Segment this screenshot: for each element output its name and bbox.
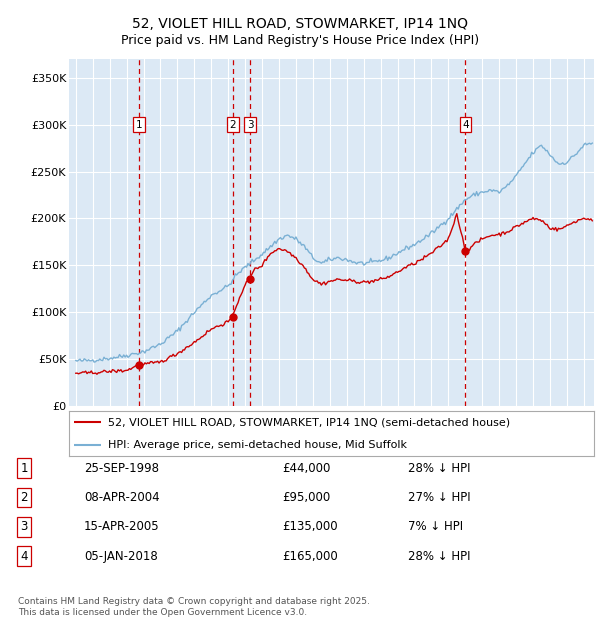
Text: 1: 1 [136, 120, 142, 130]
Text: 08-APR-2004: 08-APR-2004 [84, 491, 160, 504]
Text: 2: 2 [229, 120, 236, 130]
Text: £95,000: £95,000 [282, 491, 330, 504]
Text: 4: 4 [462, 120, 469, 130]
Text: Contains HM Land Registry data © Crown copyright and database right 2025.
This d: Contains HM Land Registry data © Crown c… [18, 598, 370, 617]
Text: 7% ↓ HPI: 7% ↓ HPI [408, 520, 463, 533]
Text: 1: 1 [20, 462, 28, 475]
Text: 05-JAN-2018: 05-JAN-2018 [84, 549, 158, 562]
Text: £135,000: £135,000 [282, 520, 338, 533]
Text: 52, VIOLET HILL ROAD, STOWMARKET, IP14 1NQ (semi-detached house): 52, VIOLET HILL ROAD, STOWMARKET, IP14 1… [109, 417, 511, 427]
Text: 27% ↓ HPI: 27% ↓ HPI [408, 491, 470, 504]
Text: 15-APR-2005: 15-APR-2005 [84, 520, 160, 533]
Text: 28% ↓ HPI: 28% ↓ HPI [408, 549, 470, 562]
Text: 3: 3 [20, 520, 28, 533]
Text: 25-SEP-1998: 25-SEP-1998 [84, 462, 159, 475]
Text: 3: 3 [247, 120, 253, 130]
Text: 2: 2 [20, 491, 28, 504]
Text: £165,000: £165,000 [282, 549, 338, 562]
Text: Price paid vs. HM Land Registry's House Price Index (HPI): Price paid vs. HM Land Registry's House … [121, 34, 479, 47]
Text: 4: 4 [20, 549, 28, 562]
Text: £44,000: £44,000 [282, 462, 331, 475]
Text: 28% ↓ HPI: 28% ↓ HPI [408, 462, 470, 475]
Text: 52, VIOLET HILL ROAD, STOWMARKET, IP14 1NQ: 52, VIOLET HILL ROAD, STOWMARKET, IP14 1… [132, 17, 468, 32]
Text: HPI: Average price, semi-detached house, Mid Suffolk: HPI: Average price, semi-detached house,… [109, 440, 407, 450]
